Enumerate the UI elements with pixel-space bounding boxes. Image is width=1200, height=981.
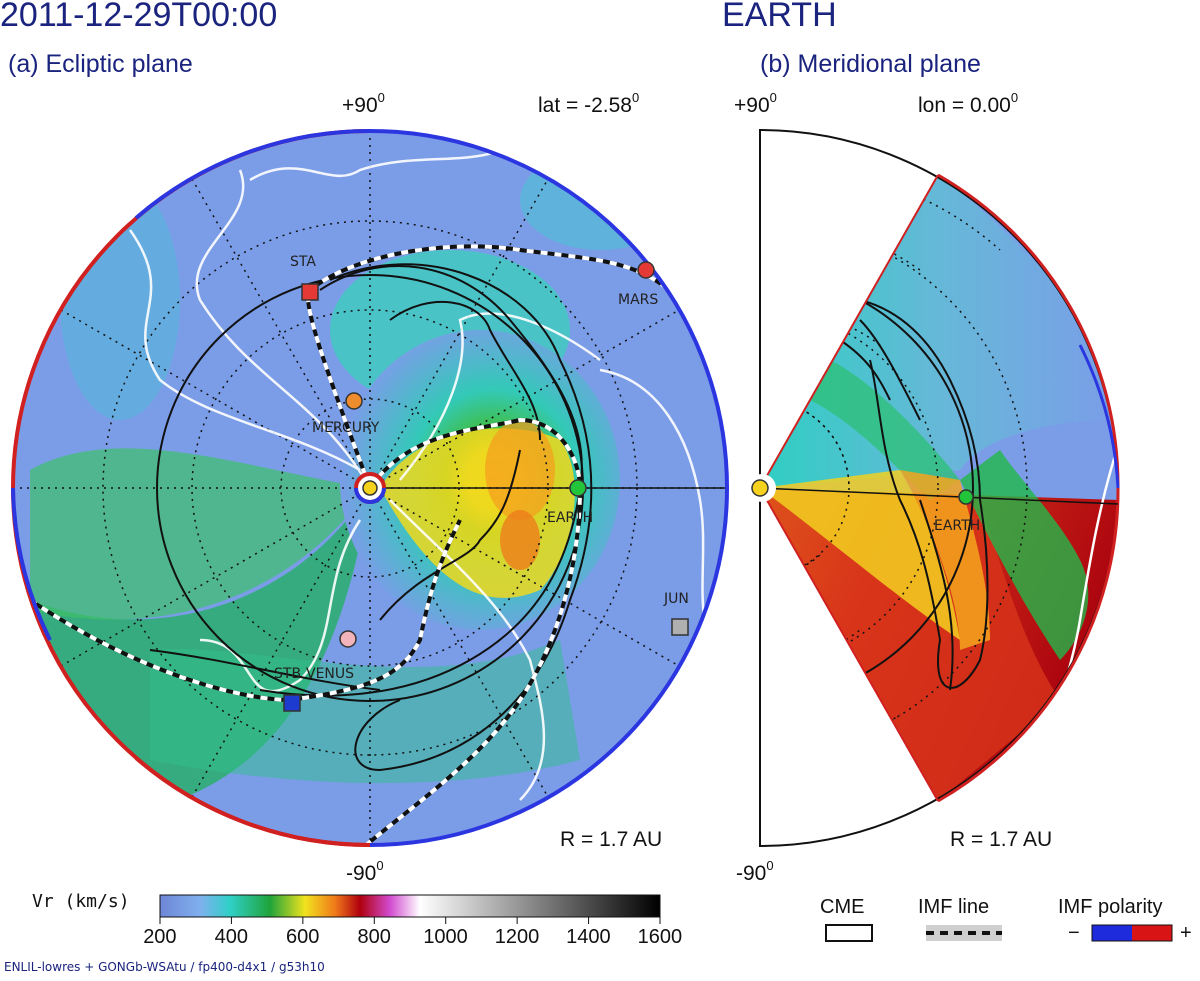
datetime-title: 2011-12-29T00:00: [0, 0, 278, 34]
ecliptic-radius-label: R = 1.7 AU: [560, 828, 663, 851]
venus-label: VENUS: [306, 666, 355, 682]
earth-label-a: EARTH: [547, 510, 594, 526]
imf-polarity-legend-label: IMF polarity: [1058, 896, 1163, 918]
earth-marker-b: [958, 489, 974, 505]
imf-polarity-negative: [1092, 925, 1132, 941]
mars-marker: [637, 261, 655, 279]
colorbar-tick-label: 1600: [637, 926, 683, 948]
stb-label: STB: [274, 666, 302, 682]
meridional-radius-label: R = 1.7 AU: [950, 828, 1053, 851]
jun-label: JUN: [664, 591, 689, 607]
colorbar-tick-label: 800: [357, 926, 391, 948]
colorbar-tick-label: 600: [286, 926, 320, 948]
colorbar-tick-label: 400: [214, 926, 248, 948]
imf-line-legend-bg: [926, 925, 1002, 941]
colorbar-tick-label: 1200: [494, 926, 540, 948]
model-footer: ENLIL-lowres + GONGb-WSAtu / fp400-d4x1 …: [4, 960, 325, 974]
colorbar-tick-label: 200: [143, 926, 177, 948]
venus-marker: [339, 630, 357, 648]
earth-direction-line-b: [759, 487, 1119, 505]
meridional-grid: [760, 220, 1028, 756]
latitude-label: lat = -2.580: [538, 90, 640, 117]
target-title: EARTH: [722, 0, 837, 34]
earth-label-b: EARTH: [934, 518, 981, 534]
meridional-cme-contours: [839, 299, 989, 691]
ecliptic-top-angle: +900: [342, 90, 385, 117]
colorbar-tick-label: 1000: [423, 926, 468, 948]
stb-marker: [283, 694, 301, 712]
mercury-marker: [345, 392, 363, 410]
jun-marker: [671, 618, 689, 636]
sta-label: STA: [290, 254, 316, 270]
sta-marker: [301, 283, 319, 301]
ecliptic-polarity-lines: [128, 138, 722, 801]
meridional-bottom-angle: -900: [736, 858, 774, 885]
earth-marker: [569, 479, 587, 497]
imf-polarity-positive: [1132, 925, 1172, 941]
colorbar-tick-label: 1400: [566, 926, 611, 948]
polarity-plus-label: +: [1180, 922, 1192, 944]
panel-a-title: (a) Ecliptic plane: [8, 50, 193, 78]
meridional-top-angle: +900: [734, 90, 777, 117]
polarity-minus-label: −: [1068, 922, 1080, 944]
sun-marker-b: [751, 479, 769, 497]
ecliptic-rim-right: [369, 129, 729, 847]
longitude-label: lon = 0.000: [918, 90, 1019, 117]
imf-line-legend-label: IMF line: [918, 896, 990, 918]
ecliptic-bottom-angle: -900: [346, 858, 384, 885]
cme-legend-label: CME: [820, 896, 865, 918]
mercury-label: MERCURY: [312, 420, 380, 436]
panel-b-title: (b) Meridional plane: [760, 50, 981, 78]
colorbar: [159, 894, 661, 918]
colorbar-label: Vr (km/s): [32, 891, 130, 912]
ecliptic-imf-lines: [28, 244, 682, 845]
cme-legend-symbol: [825, 924, 873, 942]
mars-label: MARS: [618, 292, 659, 308]
